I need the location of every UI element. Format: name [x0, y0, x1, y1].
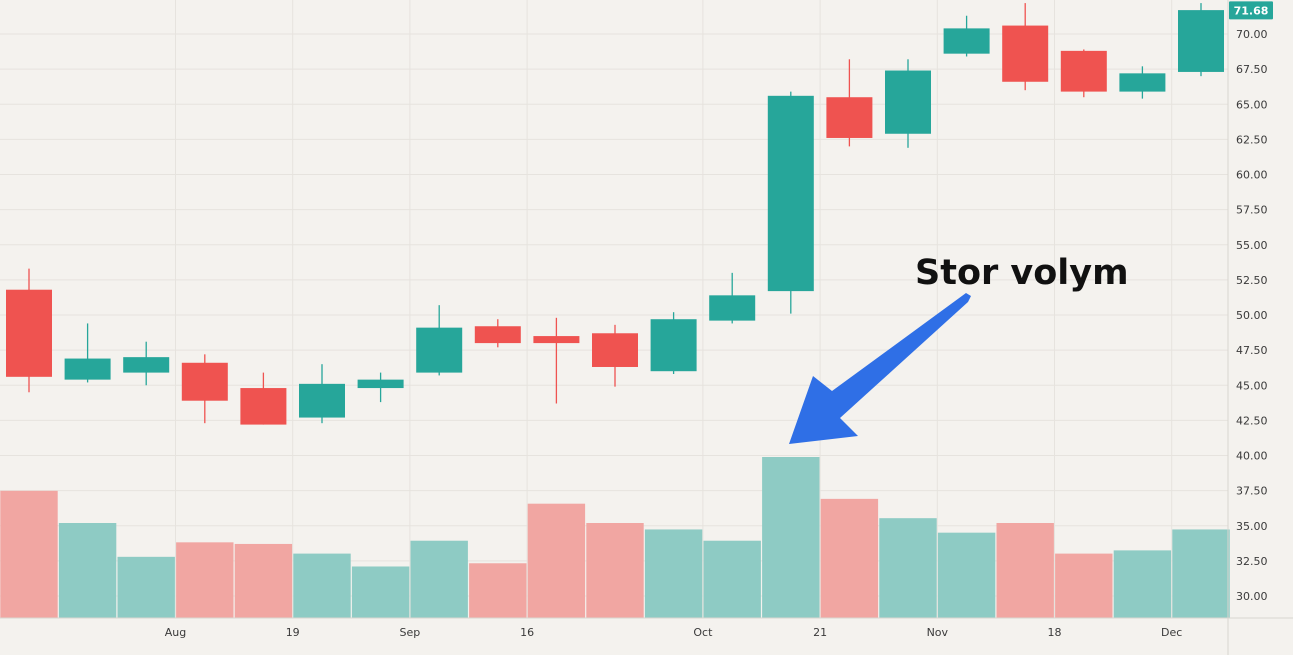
y-tick-label: 35.00: [1236, 520, 1268, 533]
y-tick-label: 57.50: [1236, 204, 1268, 217]
last-price-label: 71.68: [1234, 4, 1269, 17]
y-tick-label: 40.00: [1236, 450, 1268, 463]
annotation-arrow: [789, 293, 971, 444]
x-tick-label: 21: [813, 626, 827, 639]
candle-body: [943, 28, 990, 54]
candle-body: [240, 388, 287, 425]
candle-body: [474, 326, 521, 344]
volume-bar: [1172, 529, 1230, 618]
volume-bar: [351, 566, 410, 618]
volume-bar: [117, 556, 175, 618]
y-tick-label: 45.00: [1236, 379, 1268, 392]
volume-bar: [762, 457, 820, 618]
y-tick-label: 37.50: [1236, 485, 1268, 498]
y-tick-label: 55.00: [1236, 239, 1268, 252]
candle-body: [1002, 25, 1049, 82]
y-tick-label: 60.00: [1236, 169, 1268, 182]
y-tick-label: 47.50: [1236, 344, 1268, 357]
y-tick-label: 42.50: [1236, 414, 1268, 427]
volume-bar: [937, 532, 996, 618]
candle-body: [181, 362, 228, 401]
volume-bar: [58, 523, 117, 618]
volume-bar: [1113, 550, 1172, 618]
candle-body: [1178, 10, 1224, 72]
candle-body: [416, 327, 463, 373]
volume-bar: [410, 540, 468, 618]
x-tick-label: 16: [520, 626, 534, 639]
volume-bar: [527, 503, 586, 618]
y-tick-label: 52.50: [1236, 274, 1268, 287]
volume-bars: [0, 457, 1230, 618]
y-tick-label: 70.00: [1236, 28, 1268, 41]
x-tick-label: Oct: [693, 626, 713, 639]
annotation: Stor volym: [789, 253, 1129, 444]
candle-body: [6, 289, 52, 377]
volume-bar: [293, 553, 351, 618]
candle-body: [650, 319, 697, 372]
candle-body: [299, 383, 345, 418]
candle-body: [709, 295, 756, 321]
x-tick-label: 18: [1048, 626, 1062, 639]
x-tick-label: Sep: [400, 626, 421, 639]
volume-bar: [703, 540, 761, 618]
last-price-tag: [1229, 1, 1273, 20]
candle-body: [885, 70, 931, 134]
x-tick-label: Aug: [165, 626, 186, 639]
candle-body: [357, 379, 404, 389]
y-tick-label: 67.50: [1236, 63, 1268, 76]
candle-body: [826, 97, 873, 138]
volume-bar: [0, 490, 58, 618]
volume-bar: [879, 518, 937, 618]
candlesticks: [6, 3, 1224, 425]
volume-bar: [644, 529, 703, 618]
y-tick-label: 30.00: [1236, 590, 1268, 603]
x-tick-label: Dec: [1161, 626, 1182, 639]
candle-body: [533, 336, 580, 344]
candle-body: [1060, 50, 1107, 92]
volume-bar: [1055, 553, 1113, 618]
annotation-label: Stor volym: [915, 253, 1129, 293]
volume-bar: [176, 542, 234, 618]
y-tick-label: 65.00: [1236, 98, 1268, 111]
volume-bar: [234, 543, 293, 618]
candle-body: [64, 358, 111, 380]
grid-lines: [0, 0, 1228, 618]
candle-body: [123, 357, 170, 373]
volume-bar: [820, 498, 879, 618]
volume-bar: [586, 523, 644, 618]
candle-body: [1119, 73, 1166, 92]
y-tick-label: 50.00: [1236, 309, 1268, 322]
x-tick-label: 19: [286, 626, 300, 639]
volume-bar: [996, 523, 1054, 618]
candle-body: [767, 95, 814, 292]
volume-bar: [469, 563, 527, 618]
y-tick-label: 32.50: [1236, 555, 1268, 568]
y-tick-label: 62.50: [1236, 133, 1268, 146]
x-tick-label: Nov: [927, 626, 949, 639]
candle-body: [592, 333, 638, 367]
